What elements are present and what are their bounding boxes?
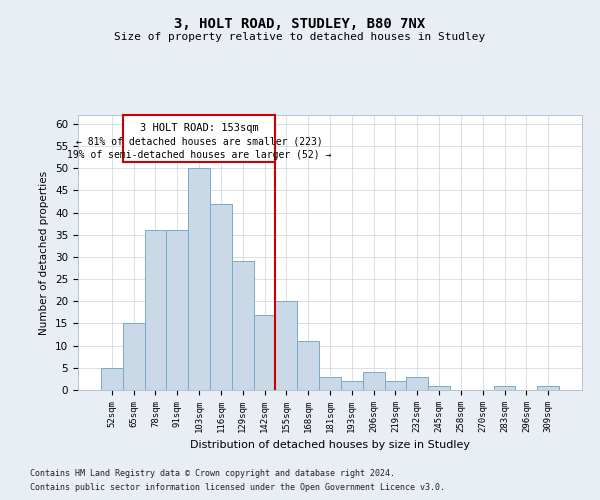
Bar bbox=[188, 168, 210, 390]
Text: Contains public sector information licensed under the Open Government Licence v3: Contains public sector information licen… bbox=[30, 484, 445, 492]
Bar bbox=[166, 230, 188, 390]
Bar bbox=[297, 341, 319, 390]
Bar bbox=[385, 381, 406, 390]
Text: 19% of semi-detached houses are larger (52) →: 19% of semi-detached houses are larger (… bbox=[67, 150, 331, 160]
Text: 3, HOLT ROAD, STUDLEY, B80 7NX: 3, HOLT ROAD, STUDLEY, B80 7NX bbox=[175, 18, 425, 32]
Bar bbox=[123, 324, 145, 390]
Text: ← 81% of detached houses are smaller (223): ← 81% of detached houses are smaller (22… bbox=[76, 136, 322, 146]
Bar bbox=[428, 386, 450, 390]
Bar bbox=[232, 262, 254, 390]
Bar bbox=[341, 381, 363, 390]
Bar bbox=[101, 368, 123, 390]
Y-axis label: Number of detached properties: Number of detached properties bbox=[40, 170, 49, 334]
Bar bbox=[406, 376, 428, 390]
Bar bbox=[363, 372, 385, 390]
Bar bbox=[537, 386, 559, 390]
Bar bbox=[145, 230, 166, 390]
X-axis label: Distribution of detached houses by size in Studley: Distribution of detached houses by size … bbox=[190, 440, 470, 450]
Bar bbox=[494, 386, 515, 390]
Bar bbox=[254, 314, 275, 390]
Text: 3 HOLT ROAD: 153sqm: 3 HOLT ROAD: 153sqm bbox=[140, 123, 259, 133]
Bar bbox=[123, 115, 275, 162]
Text: Contains HM Land Registry data © Crown copyright and database right 2024.: Contains HM Land Registry data © Crown c… bbox=[30, 468, 395, 477]
Bar bbox=[210, 204, 232, 390]
Bar bbox=[275, 302, 297, 390]
Bar bbox=[319, 376, 341, 390]
Text: Size of property relative to detached houses in Studley: Size of property relative to detached ho… bbox=[115, 32, 485, 42]
